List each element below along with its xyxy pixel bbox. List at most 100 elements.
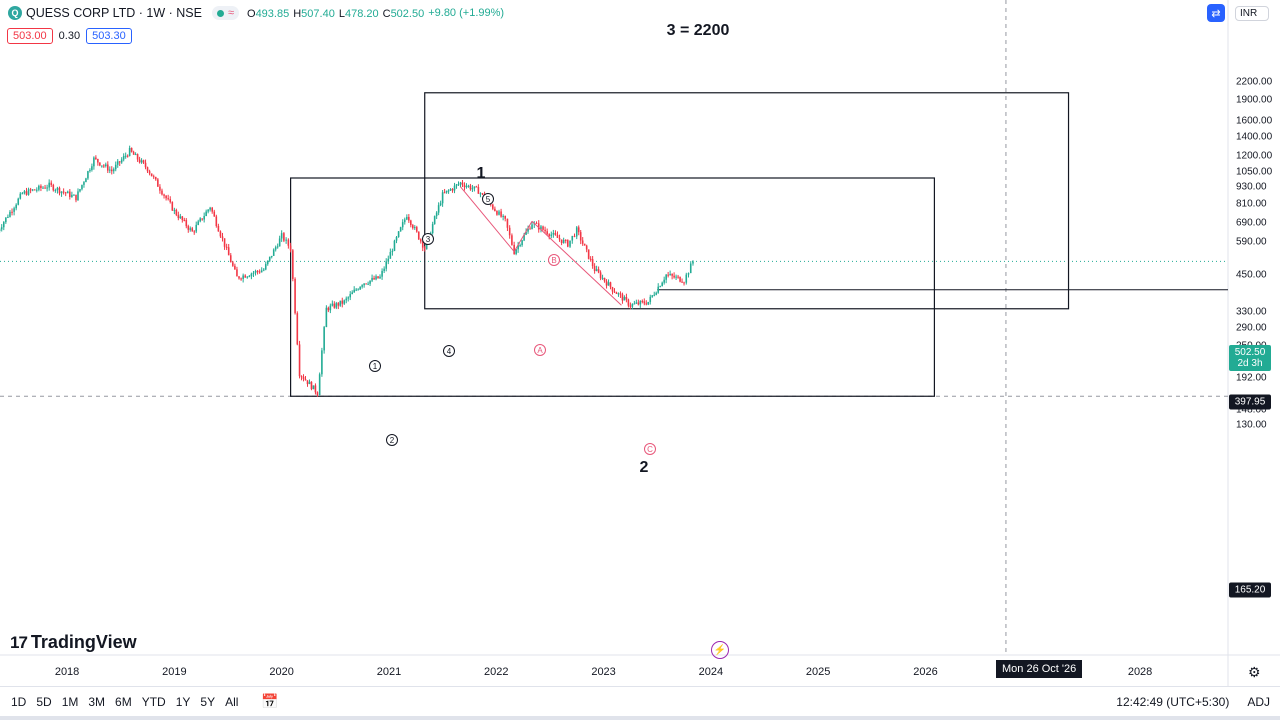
subwave-1-label[interactable]: 1 xyxy=(369,360,381,372)
candle-body xyxy=(635,302,638,304)
target-label[interactable]: 3 = 2200 xyxy=(666,22,730,39)
wave-1-label[interactable]: 1 xyxy=(476,165,486,182)
candle-body xyxy=(232,262,234,266)
wave-a-label[interactable]: A xyxy=(534,344,546,356)
range-button-1y[interactable]: 1Y xyxy=(175,694,191,709)
subwave-4-label[interactable]: 4 xyxy=(443,345,455,357)
ohlc-value-l: 478.20 xyxy=(344,8,379,20)
candle-body xyxy=(627,299,630,306)
candle-body xyxy=(46,187,48,189)
price-chart[interactable] xyxy=(0,0,1280,686)
candle-body xyxy=(443,192,446,194)
candle-body xyxy=(581,240,584,244)
wave-c-label[interactable]: C xyxy=(644,443,656,455)
candle-body xyxy=(355,289,357,291)
wave-2-label[interactable]: 2 xyxy=(639,459,649,476)
candle-body xyxy=(185,220,188,227)
candle-body xyxy=(659,286,661,288)
candle-body xyxy=(152,176,155,178)
candle-body xyxy=(91,166,93,170)
candle-body xyxy=(60,191,63,194)
candle-body xyxy=(21,193,24,195)
candle-body xyxy=(294,278,296,314)
candle-body xyxy=(475,186,478,188)
range-button-6m[interactable]: 6M xyxy=(115,694,132,709)
candle-body xyxy=(163,194,165,196)
adj-toggle[interactable]: ADJ xyxy=(1247,694,1270,709)
candle-body xyxy=(645,303,648,305)
candle-body xyxy=(242,275,244,279)
candle-body xyxy=(193,231,196,233)
lightning-icon[interactable]: ⚡ xyxy=(711,641,729,659)
candle-body xyxy=(655,292,658,295)
ohlc-value-c: 502.50 xyxy=(390,8,425,20)
candle-body xyxy=(573,235,576,237)
candle-body xyxy=(314,385,317,393)
candle-body xyxy=(566,240,569,247)
time-axis-label: 2023 xyxy=(591,666,616,678)
crosshair-date-tag: Mon 26 Oct '26 xyxy=(996,660,1083,678)
range-button-5d[interactable]: 5D xyxy=(36,694,52,709)
range-button-3m[interactable]: 3M xyxy=(88,694,106,709)
candle-body xyxy=(591,259,594,267)
candle-body xyxy=(377,276,379,279)
candle-body xyxy=(521,240,523,246)
candle-body xyxy=(219,231,222,237)
bottom-right: 12:42:49 (UTC+5:30) ADJ xyxy=(1116,695,1270,709)
candle-body xyxy=(379,276,381,279)
candle-body xyxy=(367,283,369,285)
subwave-5-label[interactable]: 5 xyxy=(482,193,494,205)
candle-body xyxy=(431,224,434,234)
box-wave-3-target xyxy=(424,92,1070,310)
candle-body xyxy=(50,182,53,185)
bid-price[interactable]: 503.00 xyxy=(7,28,53,44)
candle-body xyxy=(122,156,125,160)
range-button-ytd[interactable]: YTD xyxy=(141,694,166,709)
candle-body xyxy=(132,151,135,155)
candle-body xyxy=(513,244,515,255)
bar-countdown: 2d 3h xyxy=(1237,358,1263,369)
candle-body xyxy=(498,211,500,215)
candle-body xyxy=(79,189,81,192)
clock[interactable]: 12:42:49 (UTC+5:30) xyxy=(1116,694,1230,709)
price-axis-label: 930.00 xyxy=(1236,181,1267,193)
range-button-1d[interactable]: 1D xyxy=(11,694,27,709)
market-status[interactable]: ≈ xyxy=(211,6,239,20)
time-axis-label: 2026 xyxy=(913,666,938,678)
candle-body xyxy=(453,185,456,191)
price-change: +9.80 (+1.99%) xyxy=(428,7,505,19)
candle-body xyxy=(52,184,55,191)
range-button-1m[interactable]: 1M xyxy=(61,694,79,709)
subwave-3-label[interactable]: 3 xyxy=(422,233,434,245)
candle-body xyxy=(345,298,348,301)
candle-body xyxy=(75,194,77,201)
candle-body xyxy=(550,234,553,237)
candle-body xyxy=(40,185,42,188)
candle-body xyxy=(397,231,400,238)
candle-body xyxy=(558,237,561,240)
axis-controls: ⇄ INR xyxy=(1207,4,1269,22)
ohlc-values: O493.85 H507.40 L478.20 C502.50 xyxy=(247,6,428,20)
candle-body xyxy=(27,189,30,195)
candle-body xyxy=(353,289,355,293)
subwave-2-label[interactable]: 2 xyxy=(386,434,398,446)
candle-body xyxy=(548,234,551,237)
candle-body xyxy=(589,258,592,260)
time-axis-label: 2020 xyxy=(269,666,294,678)
range-button-all[interactable]: All xyxy=(225,694,239,709)
calendar-icon[interactable]: 📅 xyxy=(261,693,279,709)
candle-body xyxy=(673,275,675,278)
range-button-5y[interactable]: 5Y xyxy=(200,694,216,709)
candle-body xyxy=(481,193,484,195)
currency-select[interactable]: INR xyxy=(1235,5,1269,21)
time-axis-label: 2024 xyxy=(698,666,724,678)
candle-body xyxy=(130,148,133,152)
compare-arrows-icon[interactable]: ⇄ xyxy=(1207,4,1225,22)
candle-body xyxy=(120,159,123,163)
gear-icon[interactable]: ⚙ xyxy=(1248,664,1261,680)
ask-price[interactable]: 503.30 xyxy=(86,28,132,44)
candle-body xyxy=(5,217,7,223)
symbol-title[interactable]: QUESS CORP LTD · 1W · NSE xyxy=(26,6,202,20)
wave-b-label[interactable]: B xyxy=(548,254,560,266)
